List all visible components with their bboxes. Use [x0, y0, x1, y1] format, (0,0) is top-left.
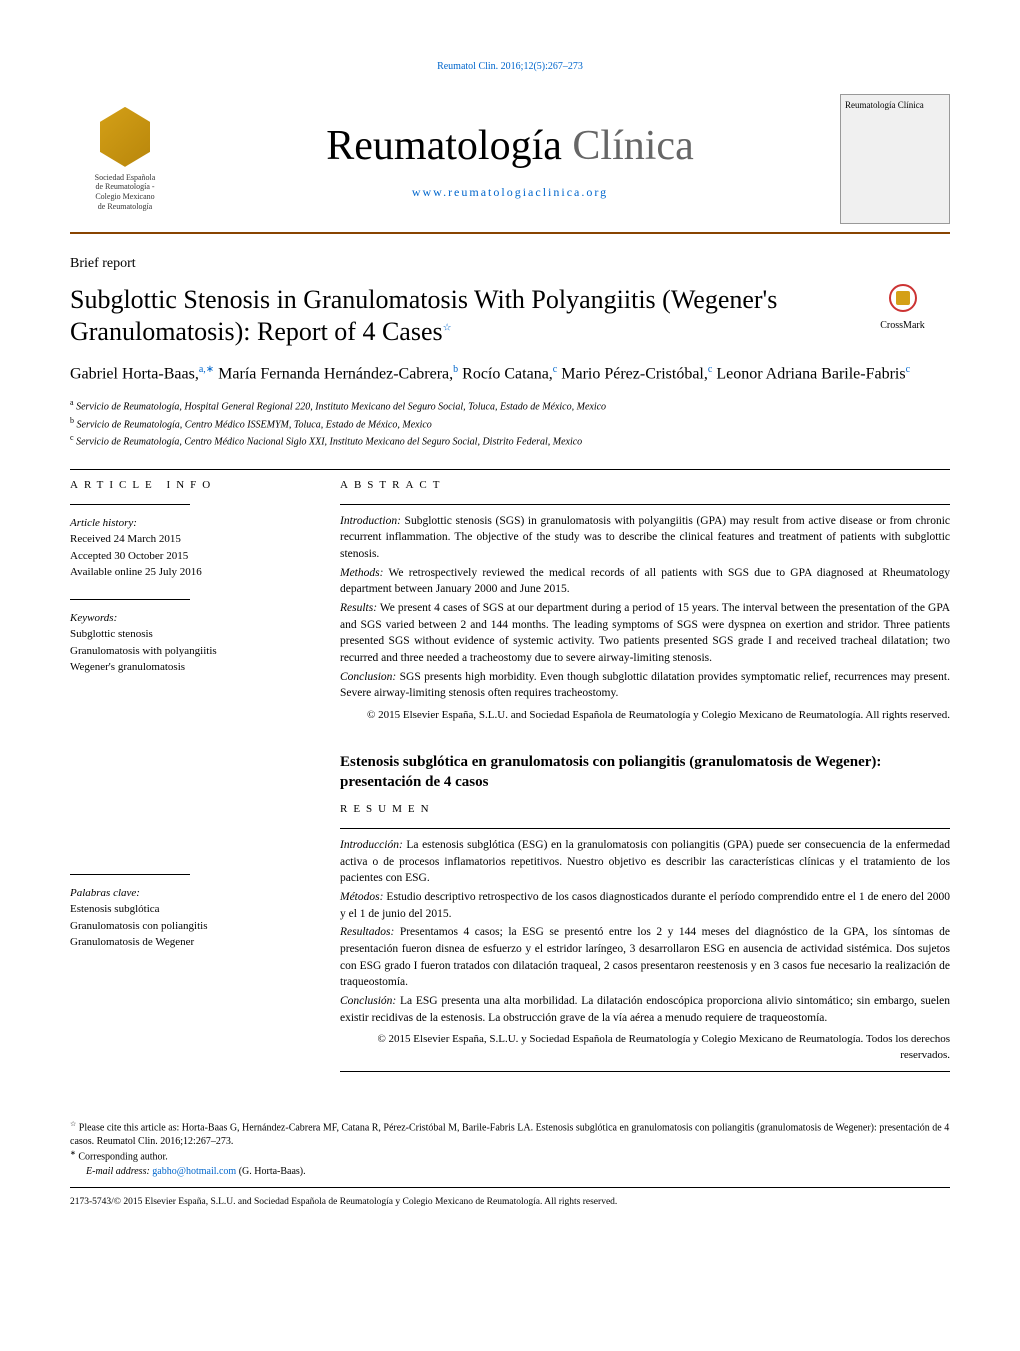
title-text: Subglottic Stenosis in Granulomatosis Wi… [70, 285, 777, 347]
society-name: Sociedad Española de Reumatología - Cole… [70, 173, 180, 211]
abstract-head: ABSTRACT [340, 478, 950, 493]
abstract-conclusion: SGS presents high morbidity. Even though… [340, 671, 950, 700]
resumen-intro-label: Introducción: [340, 839, 403, 851]
abstract-conclusion-label: Conclusion: [340, 671, 396, 683]
society-line: de Reumatología [70, 202, 180, 212]
footer-copyright: 2173-5743/© 2015 Elsevier España, S.L.U.… [70, 1196, 950, 1209]
society-logo: Sociedad Española de Reumatología - Cole… [70, 107, 180, 211]
article-title: Subglottic Stenosis in Granulomatosis Wi… [70, 284, 835, 349]
journal-banner: Sociedad Española de Reumatología - Cole… [70, 94, 950, 234]
abstract-en: Introduction: Subglottic stenosis (SGS) … [340, 513, 950, 724]
resumen-intro: La estenosis subglótica (ESG) en la gran… [340, 839, 950, 884]
divider [340, 1071, 950, 1072]
keyword: Subglottic stenosis [70, 626, 310, 643]
author-name: Rocío Catana, [462, 365, 553, 382]
copyright-en: © 2015 Elsevier España, S.L.U. and Socie… [340, 708, 950, 723]
article-info-column: ARTICLE INFO Article history: Received 2… [70, 478, 310, 1080]
abstract-es: Introducción: La estenosis subglótica (E… [340, 837, 950, 1063]
banner-center: Reumatología Clínica www.reumatologiacli… [180, 117, 840, 201]
author-sup: a,∗ [199, 364, 214, 375]
society-line: de Reumatología - [70, 182, 180, 192]
footer-divider [70, 1187, 950, 1188]
society-line: Sociedad Española [70, 173, 180, 183]
keywords-label: Keywords: [70, 610, 310, 627]
copyright-es: © 2015 Elsevier España, S.L.U. y Socieda… [340, 1032, 950, 1063]
journal-url[interactable]: www.reumatologiaclinica.org [180, 184, 840, 201]
abstract-intro: Subglottic stenosis (SGS) in granulomato… [340, 515, 950, 560]
email-link[interactable]: gabho@hotmail.com [152, 1166, 236, 1177]
resumen-methods-label: Métodos: [340, 891, 383, 903]
abstract-column: ABSTRACT Introduction: Subglottic stenos… [340, 478, 950, 1080]
society-line: Colegio Mexicano [70, 192, 180, 202]
author-sup: c [906, 364, 910, 375]
article-type: Brief report [70, 254, 950, 274]
history-label: Article history: [70, 515, 310, 532]
author-name: Gabriel Horta-Baas, [70, 365, 199, 382]
cover-title: Reumatología Clínica [845, 99, 945, 112]
journal-title: Reumatología Clínica [180, 117, 840, 176]
author-name: Leonor Adriana Barile-Fabris [716, 365, 905, 382]
resumen-results: Presentamos 4 casos; la ESG se presentó … [340, 926, 950, 988]
affiliation-text: Servicio de Reumatología, Centro Médico … [74, 419, 432, 430]
affiliation-text: Servicio de Reumatología, Hospital Gener… [74, 402, 606, 413]
keywords-block: Keywords: Subglottic stenosis Granulomat… [70, 610, 310, 676]
resumen-conclusion: La ESG presenta una alta morbilidad. La … [340, 995, 950, 1024]
divider-short [70, 504, 190, 505]
divider-short [70, 874, 190, 875]
crossmark-label: CrossMark [855, 319, 950, 333]
abstract-methods-label: Methods: [340, 567, 383, 579]
abstract-intro-label: Introduction: [340, 515, 401, 527]
palabras-block: Palabras clave: Estenosis subglótica Gra… [70, 885, 310, 951]
abstract-methods: We retrospectively reviewed the medical … [340, 567, 950, 596]
crossmark-badge[interactable]: CrossMark [855, 284, 950, 333]
article-history: Article history: Received 24 March 2015 … [70, 515, 310, 581]
article-info-head: ARTICLE INFO [70, 478, 310, 493]
journal-name-light: Clínica [562, 123, 694, 169]
palabra: Granulomatosis de Wegener [70, 934, 310, 951]
journal-cover-thumbnail: Reumatología Clínica [840, 94, 950, 224]
abstract-results-label: Results: [340, 602, 377, 614]
author-name: Mario Pérez-Cristóbal, [561, 365, 708, 382]
crossmark-icon [889, 284, 917, 312]
keyword: Granulomatosis with polyangiitis [70, 643, 310, 660]
author-name: María Fernanda Hernández-Cabrera, [218, 365, 453, 382]
shield-icon [100, 107, 150, 167]
palabra: Estenosis subglótica [70, 901, 310, 918]
keyword: Wegener's granulomatosis [70, 659, 310, 676]
resumen-conclusion-label: Conclusión: [340, 995, 396, 1007]
resumen-head: RESUMEN [340, 802, 950, 817]
spanish-title: Estenosis subglótica en granulomatosis c… [340, 753, 950, 792]
abstract-results: We present 4 cases of SGS at our departm… [340, 602, 950, 664]
citation-header: Reumatol Clin. 2016;12(5):267–273 [70, 60, 950, 74]
affiliation-text: Servicio de Reumatología, Centro Médico … [74, 436, 583, 447]
received-date: Received 24 March 2015 [70, 531, 310, 548]
email-suffix: (G. Horta-Baas). [236, 1166, 305, 1177]
author-sup: c [553, 364, 557, 375]
divider [340, 504, 950, 505]
author-sup: c [708, 364, 712, 375]
online-date: Available online 25 July 2016 [70, 564, 310, 581]
palabras-label: Palabras clave: [70, 885, 310, 902]
email-label: E-mail address: [86, 1166, 152, 1177]
divider-short [70, 599, 190, 600]
affiliations: a Servicio de Reumatología, Hospital Gen… [70, 397, 950, 449]
corresponding-author: Corresponding author. [76, 1152, 168, 1163]
divider [340, 828, 950, 829]
divider [70, 469, 950, 470]
cite-as: Please cite this article as: Horta-Baas … [70, 1122, 949, 1147]
title-footnote-star: ☆ [443, 322, 452, 333]
palabra: Granulomatosis con poliangitis [70, 918, 310, 935]
footnotes: ☆ Please cite this article as: Horta-Baa… [70, 1120, 950, 1179]
resumen-results-label: Resultados: [340, 926, 394, 938]
authors-list: Gabriel Horta-Baas,a,∗ María Fernanda He… [70, 363, 950, 386]
author-sup: b [453, 364, 458, 375]
journal-name-bold: Reumatología [326, 123, 562, 169]
resumen-methods: Estudio descriptivo retrospectivo de los… [340, 891, 950, 920]
accepted-date: Accepted 30 October 2015 [70, 548, 310, 565]
